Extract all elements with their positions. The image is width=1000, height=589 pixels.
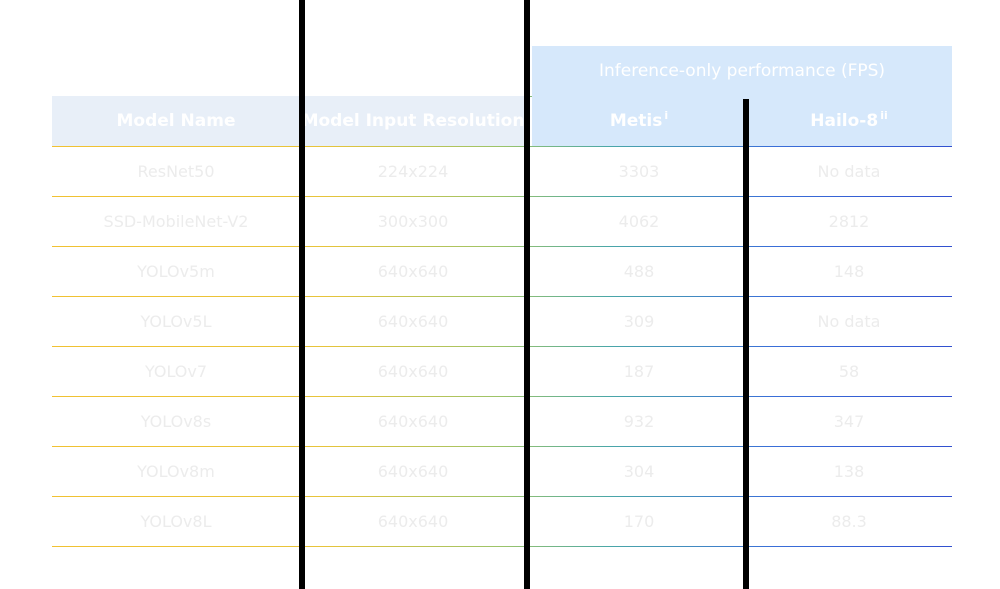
table-row: YOLOv7 640x640 187 58 [52, 346, 952, 396]
cell-resolution: 640x640 [377, 461, 449, 481]
cell-resolution: 300x300 [377, 211, 449, 231]
table-row: YOLOv5L 640x640 309 No data [52, 296, 952, 346]
cell-metis-fps: 4062 [618, 211, 660, 231]
table-row: YOLOv5m 640x640 488 148 [52, 246, 952, 296]
cell-hailo-fps: 148 [833, 261, 865, 281]
table-row: YOLOv8m 640x640 304 138 [52, 446, 952, 496]
column-header-input-resolution: Model Input Resolution [300, 96, 526, 146]
table-row: YOLOv8s 640x640 932 347 [52, 396, 952, 446]
cell-model: YOLOv7 [144, 361, 208, 381]
cell-hailo-fps: 58 [838, 361, 860, 381]
cell-resolution: 640x640 [377, 311, 449, 331]
cell-hailo-fps: 2812 [828, 211, 870, 231]
cell-metis-fps: 304 [623, 461, 655, 481]
cell-metis-fps: 170 [623, 511, 655, 531]
column-divider-bar [524, 0, 530, 589]
cell-hailo-fps: 347 [833, 411, 865, 431]
performance-table: Inference-only performance (FPS) Model N… [52, 0, 952, 589]
table-row: SSD-MobileNet-V2 300x300 4062 2812 [52, 196, 952, 246]
row-rule [52, 446, 952, 447]
table-bottom-rule [52, 546, 952, 547]
cell-resolution: 640x640 [377, 411, 449, 431]
table-row: ResNet50 224x224 3303 No data [52, 146, 952, 196]
cell-metis-fps: 488 [623, 261, 655, 281]
column-header-input-resolution-label: Model Input Resolution [301, 111, 525, 131]
cell-metis-fps: 309 [623, 311, 655, 331]
cell-resolution: 640x640 [377, 511, 449, 531]
metis-footnote-marker: i [664, 108, 669, 122]
row-rule [52, 296, 952, 297]
header-bottom-rule [52, 146, 952, 147]
cell-metis-fps: 3303 [618, 161, 660, 181]
cell-model: SSD-MobileNet-V2 [103, 211, 249, 231]
cell-resolution: 640x640 [377, 361, 449, 381]
column-header-metis: Metis i [532, 96, 746, 146]
column-divider-bar [299, 0, 305, 589]
cell-model: YOLOv5m [137, 261, 215, 281]
cell-model: YOLOv8m [137, 461, 215, 481]
row-rule [52, 346, 952, 347]
cell-model: YOLOv8L [140, 511, 212, 531]
row-rule [52, 496, 952, 497]
hailo-footnote-marker: ii [880, 108, 888, 122]
row-rule [52, 246, 952, 247]
cell-hailo-fps: No data [817, 311, 881, 331]
column-header-hailo: Hailo-8 ii [746, 96, 952, 146]
cell-metis-fps: 187 [623, 361, 655, 381]
cell-resolution: 224x224 [377, 161, 449, 181]
column-divider-bar [743, 99, 749, 589]
column-header-model-name: Model Name [52, 96, 300, 146]
column-header-metis-label: Metis [609, 111, 663, 131]
cell-hailo-fps: 88.3 [831, 511, 867, 531]
row-rule [52, 396, 952, 397]
cell-model: ResNet50 [137, 161, 215, 181]
cell-hailo-fps: 138 [833, 461, 865, 481]
group-header-fps: Inference-only performance (FPS) [532, 46, 952, 96]
cell-model: YOLOv5L [140, 311, 212, 331]
cell-hailo-fps: No data [817, 161, 881, 181]
cell-resolution: 640x640 [377, 261, 449, 281]
column-header-model-name-label: Model Name [116, 111, 236, 131]
group-header-label: Inference-only performance (FPS) [598, 61, 886, 81]
row-rule [52, 196, 952, 197]
table-row: YOLOv8L 640x640 170 88.3 [52, 496, 952, 546]
column-header-hailo-label: Hailo-8 [810, 111, 879, 131]
cell-metis-fps: 932 [623, 411, 655, 431]
cell-model: YOLOv8s [140, 411, 212, 431]
